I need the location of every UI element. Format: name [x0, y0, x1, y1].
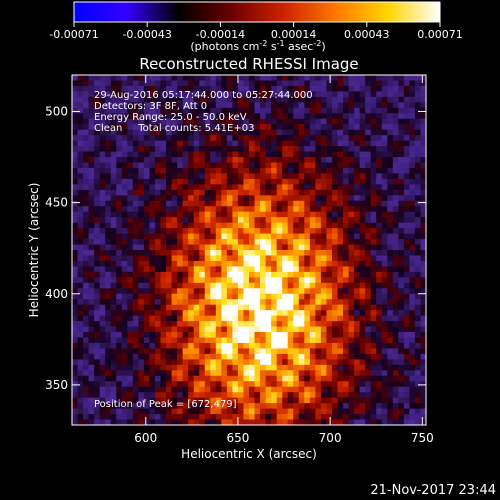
colorbar-tick-label: -0.00014	[196, 28, 245, 41]
annotation-peak-position: Position of Peak = [672,479]	[94, 399, 237, 410]
colorbar	[73, 1, 441, 23]
y-axis-ticks: 350 400 450 500	[45, 104, 426, 392]
annotation-energy-range: Energy Range: 25.0 - 50.0 keV	[94, 112, 247, 123]
colorbar-units: (photons cm-2 s-1 asec-2)	[190, 39, 325, 53]
colorbar-tick-label: 0.00043	[344, 28, 390, 41]
x-tick-label: 600	[134, 431, 157, 445]
colorbar-ticks: -0.00071 -0.00043 -0.00014 0.00014 0.00043 0.…	[49, 22, 463, 41]
x-tick-label: 700	[319, 431, 342, 445]
y-axis-label: Heliocentric Y (arcsec)	[27, 183, 41, 318]
annotation-total-counts: Clean Total counts: 5.41E+03	[94, 123, 254, 134]
annotation-detectors: Detectors: 3F 8F, Att 0	[94, 101, 207, 112]
annotation-time-range: 29-Aug-2016 05:17:44.000 to 05:27:44.000	[94, 90, 313, 101]
colorbar-tick-label: 0.00014	[271, 28, 317, 41]
plot-frame	[71, 74, 427, 426]
y-tick-label: 450	[45, 196, 68, 210]
colorbar-tick-label: -0.00071	[49, 28, 98, 41]
colorbar-tick-label: 0.00071	[417, 28, 463, 41]
x-tick-label: 750	[411, 431, 434, 445]
y-tick-label: 350	[45, 378, 68, 392]
x-axis-ticks: 600 650 700 750	[134, 75, 434, 445]
colorbar-tick-label: -0.00043	[122, 28, 171, 41]
annotation-block: 29-Aug-2016 05:17:44.000 to 05:27:44.000…	[94, 90, 313, 410]
x-axis-label: Heliocentric X (arcsec)	[181, 447, 317, 461]
heatmap-image	[72, 75, 426, 425]
generation-timestamp: 21-Nov-2017 23:44	[370, 483, 496, 498]
x-tick-label: 650	[226, 431, 249, 445]
chart-title: Reconstructed RHESSI Image	[139, 55, 358, 73]
y-tick-label: 400	[45, 287, 68, 301]
y-tick-label: 500	[45, 104, 68, 118]
